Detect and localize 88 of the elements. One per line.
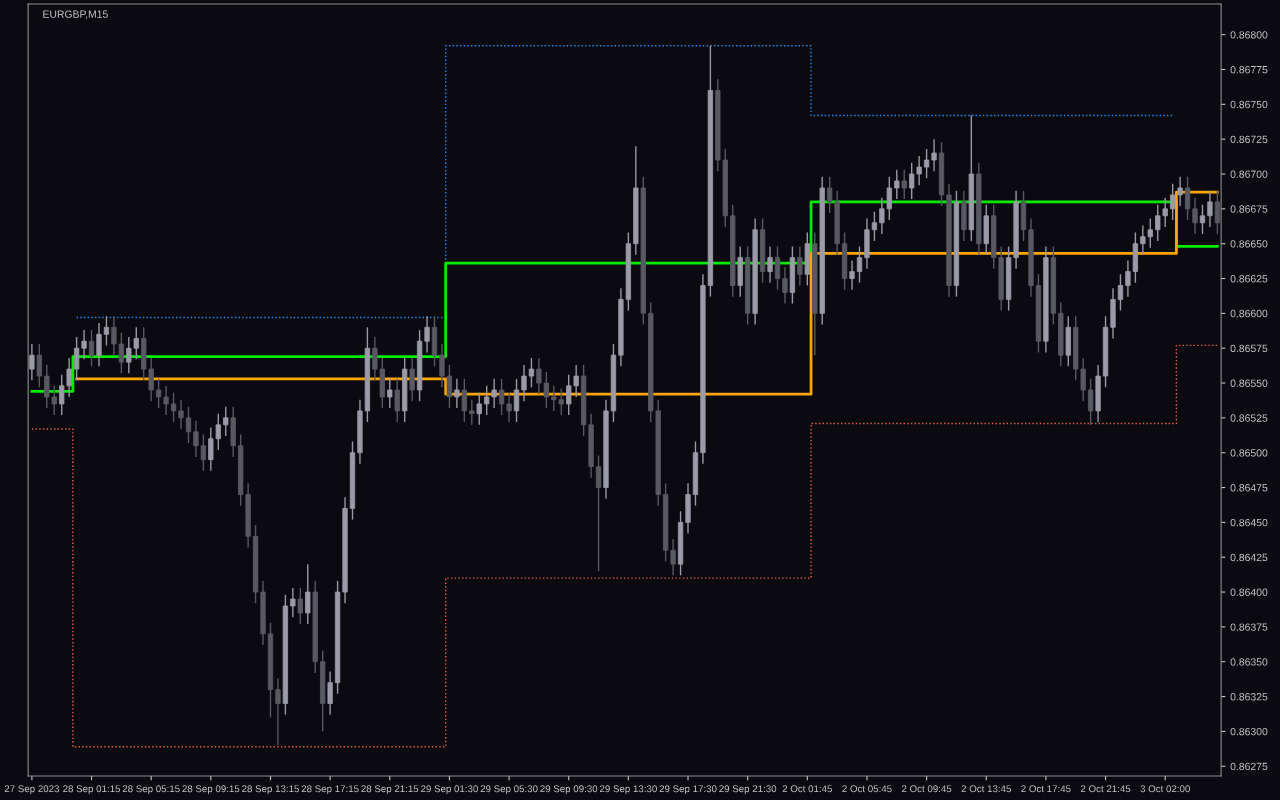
candlestick: [327, 670, 333, 716]
y-tick-label: 0.86625: [1230, 275, 1268, 283]
candlestick: [387, 378, 393, 409]
y-tick-label: 0.86650: [1230, 240, 1268, 248]
y-tick-label: 0.86575: [1230, 344, 1268, 353]
candlestick: [1184, 176, 1191, 221]
candlestick: [297, 587, 303, 625]
y-tick-label: 0.86600: [1230, 309, 1268, 318]
candlestick: [223, 406, 229, 437]
y-tick-label: 0.86300: [1230, 727, 1268, 736]
candlestick: [88, 329, 95, 368]
y-tick-label: 0.86675: [1230, 205, 1268, 213]
candlestick: [409, 357, 415, 402]
candlestick: [1117, 273, 1124, 312]
candlestick: [901, 169, 907, 200]
candlestick: [1199, 203, 1206, 235]
candlestick: [394, 378, 400, 423]
x-tick-label: 28 Sep 01:15: [63, 785, 121, 795]
candlestick: [29, 343, 35, 381]
candlestick: [1192, 197, 1198, 235]
candlestick: [894, 169, 900, 200]
y-tick-label: 0.86500: [1230, 449, 1268, 457]
x-tick-label: 28 Sep 17:15: [301, 785, 359, 795]
candlestick: [476, 392, 482, 426]
y-tick-label: 0.86400: [1230, 588, 1268, 596]
candlestick: [290, 587, 296, 618]
y-tick-label: 0.86425: [1230, 553, 1268, 562]
candlestick: [170, 392, 177, 423]
candlestick: [931, 138, 937, 172]
y-tick-label: 0.86475: [1230, 484, 1268, 492]
y-tick-label: 0.86375: [1230, 623, 1268, 631]
candlestick: [439, 343, 445, 388]
candlestick: [797, 245, 803, 287]
x-tick-label: 3 Oct 02:00: [1140, 785, 1190, 793]
x-tick-label: 29 Sep 05:30: [480, 785, 538, 795]
text: EURGBP,M15: [43, 10, 108, 20]
x-tick-label: 2 Oct 09:45: [901, 785, 952, 793]
candlestick: [185, 406, 192, 444]
x-tick-label: 2 Oct 01:45: [782, 785, 833, 793]
x-tick-label: 28 Sep 21:15: [361, 785, 419, 795]
y-tick-label: 0.86350: [1230, 658, 1268, 666]
y-tick-label: 0.86775: [1230, 66, 1268, 74]
x-tick-label: 2 Oct 21:45: [1080, 785, 1131, 793]
x-tick-label: 27 Sep 2023: [4, 785, 60, 795]
candlestick: [923, 148, 930, 179]
x-tick-label: 2 Oct 05:45: [842, 785, 892, 793]
x-tick-label: 29 Sep 21:30: [719, 785, 777, 795]
candlestick: [275, 677, 281, 747]
candlestick: [856, 245, 863, 284]
candlestick: [521, 364, 527, 402]
x-tick-label: 29 Sep 17:30: [659, 785, 717, 795]
x-tick-label: 28 Sep 05:15: [122, 785, 180, 795]
candlestick: [767, 245, 773, 284]
candlestick: [424, 315, 430, 354]
x-tick-label: 29 Sep 09:30: [540, 785, 598, 795]
x-tick-label: 2 Oct 13:45: [961, 785, 1011, 793]
candlestick: [849, 259, 855, 291]
candlestick: [178, 399, 184, 430]
y-tick-label: 0.86725: [1230, 135, 1268, 144]
candlestick: [513, 378, 520, 423]
x-tick-label: 29 Sep 01:30: [420, 785, 478, 795]
candlestick: [595, 454, 602, 572]
candlestick: [305, 563, 311, 625]
candlestick: [461, 378, 467, 423]
y-tick-label: 0.86450: [1230, 518, 1268, 527]
y-tick-label: 0.86325: [1230, 693, 1268, 701]
candlestick: [774, 245, 781, 291]
x-tick-label: 2 Oct 17:45: [1021, 785, 1071, 793]
y-tick-label: 0.86525: [1230, 414, 1268, 422]
candlestick: [36, 343, 42, 388]
y-tick-label: 0.86800: [1230, 31, 1268, 39]
candlestick: [446, 364, 453, 409]
candlestick: [528, 357, 535, 388]
y-tick-label: 0.86275: [1230, 762, 1268, 771]
candlestick: [871, 210, 878, 242]
candlestick: [96, 322, 102, 368]
x-tick-label: 28 Sep 09:15: [182, 785, 240, 795]
y-tick-label: 0.86750: [1230, 100, 1268, 109]
x-tick-label: 28 Sep 13:15: [242, 785, 299, 795]
candlestick: [454, 378, 460, 409]
y-tick-label: 0.86700: [1230, 170, 1268, 178]
candlestick: [1087, 378, 1094, 426]
y-tick-label: 0.86550: [1230, 379, 1268, 387]
candlestick: [103, 315, 110, 347]
candlestick: [469, 399, 475, 426]
candlestick: [782, 266, 788, 305]
x-tick-label: 29 Sep 13:30: [599, 785, 657, 795]
candlestick: [1207, 190, 1213, 228]
